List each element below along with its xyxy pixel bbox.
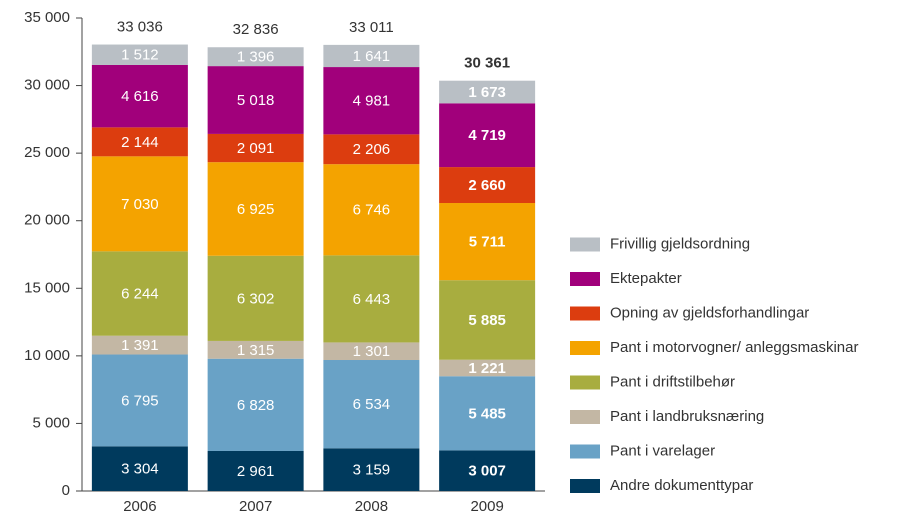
segment-label: 6 244 bbox=[121, 285, 159, 302]
bar-segment bbox=[323, 134, 420, 165]
segment-label: 1 391 bbox=[121, 337, 159, 354]
segment-label: 3 007 bbox=[468, 463, 506, 480]
bar-segment bbox=[207, 340, 304, 359]
bar-segment bbox=[207, 358, 304, 451]
segment-label: 2 206 bbox=[353, 141, 391, 158]
legend-label: Andre dokumenttypar bbox=[610, 477, 753, 494]
bar-segment bbox=[91, 335, 188, 355]
segment-label: 5 485 bbox=[468, 405, 506, 422]
bar-segment bbox=[323, 255, 420, 343]
legend-label: Ektepakter bbox=[610, 270, 682, 287]
segment-label: 6 795 bbox=[121, 392, 159, 409]
bar-segment bbox=[439, 80, 536, 104]
y-tick-label: 0 bbox=[62, 482, 70, 499]
y-tick-label: 15 000 bbox=[24, 279, 70, 296]
segment-label: 1 221 bbox=[468, 360, 506, 377]
segment-label: 2 961 bbox=[237, 463, 275, 480]
bar-segment bbox=[323, 360, 420, 449]
segment-label: 1 641 bbox=[353, 48, 391, 65]
segment-label: 7 030 bbox=[121, 196, 159, 213]
segment-label: 2 660 bbox=[468, 177, 506, 194]
bar-segment bbox=[91, 44, 188, 65]
y-tick-label: 30 000 bbox=[24, 77, 70, 94]
segment-label: 1 301 bbox=[353, 343, 391, 360]
segment-label: 3 159 bbox=[353, 462, 391, 479]
segment-label: 4 981 bbox=[353, 93, 391, 110]
legend-swatch bbox=[570, 444, 600, 459]
total-label: 32 836 bbox=[233, 21, 279, 38]
legend-swatch bbox=[570, 410, 600, 424]
legend-swatch bbox=[570, 479, 600, 493]
segment-label: 2 144 bbox=[121, 134, 159, 151]
y-tick-label: 10 000 bbox=[24, 347, 70, 364]
segment-label: 1 315 bbox=[237, 342, 275, 359]
y-tick-label: 20 000 bbox=[24, 212, 70, 229]
bar-segment bbox=[439, 450, 536, 491]
bar-segment bbox=[439, 376, 536, 451]
bar-segment bbox=[91, 156, 188, 252]
x-tick-label: 2009 bbox=[470, 498, 503, 515]
segment-label: 6 746 bbox=[353, 202, 391, 219]
bar-segment bbox=[439, 167, 536, 204]
bar-segment bbox=[439, 103, 536, 168]
bar-segment bbox=[91, 64, 188, 128]
segment-label: 1 396 bbox=[237, 49, 275, 66]
y-tick-label: 25 000 bbox=[24, 144, 70, 161]
x-tick-label: 2007 bbox=[239, 498, 272, 515]
bar-segment bbox=[323, 342, 420, 361]
segment-label: 6 534 bbox=[353, 396, 391, 413]
segment-label: 5 711 bbox=[469, 234, 506, 251]
bar-segment bbox=[439, 359, 536, 377]
x-tick-label: 2008 bbox=[355, 498, 388, 515]
bar-segment bbox=[91, 446, 188, 491]
legend-label: Pant i landbruksnæring bbox=[610, 408, 764, 425]
legend-label: Pant i varelager bbox=[610, 442, 715, 459]
legend-swatch bbox=[570, 375, 600, 390]
segment-label: 6 302 bbox=[237, 290, 275, 307]
total-label: 33 011 bbox=[349, 19, 394, 36]
legend-label: Frivillig gjeldsordning bbox=[610, 235, 750, 252]
bar-segment bbox=[91, 354, 188, 447]
y-tick-label: 35 000 bbox=[24, 9, 70, 26]
bar-segment bbox=[439, 280, 536, 360]
segment-label: 3 304 bbox=[121, 461, 159, 478]
bar-segment bbox=[91, 251, 188, 336]
bar-segment bbox=[207, 162, 304, 256]
bar-segment bbox=[323, 67, 420, 135]
legend-swatch bbox=[570, 341, 600, 355]
segment-label: 6 443 bbox=[353, 291, 391, 308]
legend-swatch bbox=[570, 237, 600, 252]
legend-label: Pant i motorvogner/ anleggsmaskinar bbox=[610, 339, 858, 356]
total-label: 30 361 bbox=[464, 55, 510, 72]
y-tick-label: 5 000 bbox=[32, 414, 70, 431]
legend-swatch bbox=[570, 306, 600, 321]
bar-segment bbox=[439, 203, 536, 281]
x-tick-label: 2006 bbox=[123, 498, 156, 515]
bar-segment bbox=[323, 44, 420, 68]
segment-label: 1 512 bbox=[121, 47, 159, 64]
segment-label: 6 925 bbox=[237, 201, 275, 218]
bar-segment bbox=[207, 47, 304, 67]
bar-segment bbox=[207, 133, 304, 163]
bar-segment bbox=[91, 127, 188, 157]
total-label: 33 036 bbox=[117, 19, 163, 36]
legend-swatch bbox=[570, 272, 600, 286]
segment-label: 4 616 bbox=[121, 88, 159, 105]
legend-label: Pant i driftstilbehør bbox=[610, 373, 735, 390]
bar-segment bbox=[207, 450, 304, 491]
segment-label: 4 719 bbox=[468, 127, 506, 144]
segment-label: 2 091 bbox=[237, 140, 275, 157]
segment-label: 6 828 bbox=[237, 397, 275, 414]
bar-segment bbox=[323, 448, 420, 491]
segment-label: 1 673 bbox=[468, 84, 506, 101]
bar-segment bbox=[207, 255, 304, 341]
legend-label: Opning av gjeldsforhandlingar bbox=[610, 304, 809, 321]
segment-label: 5 885 bbox=[468, 312, 506, 329]
segment-label: 5 018 bbox=[237, 92, 275, 109]
bar-segment bbox=[207, 66, 304, 134]
bar-segment bbox=[323, 164, 420, 256]
